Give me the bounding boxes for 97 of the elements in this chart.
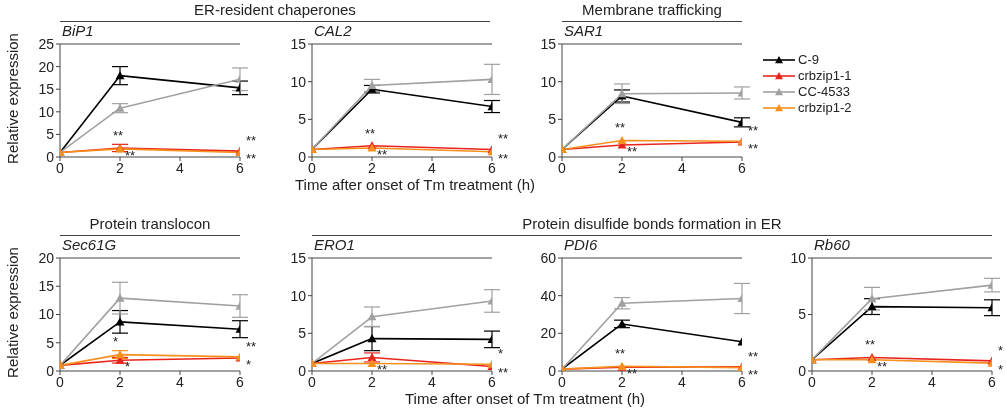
data-label: ** bbox=[125, 147, 136, 163]
x-tick-label: 6 bbox=[236, 159, 245, 176]
x-axis-title: Time after onset of Tm treatment (h) bbox=[293, 176, 537, 193]
data-label: ** bbox=[377, 146, 388, 162]
y-tick-label: 0 bbox=[46, 148, 55, 165]
y-tick-label: 20 bbox=[540, 325, 557, 342]
x-tick-label: 6 bbox=[488, 159, 497, 176]
legend-label: CC-4533 bbox=[798, 83, 851, 99]
y-axis-title: Relative expression bbox=[3, 32, 21, 166]
data-label: ** bbox=[865, 337, 876, 353]
y-tick-label: 60 bbox=[540, 249, 557, 266]
legend-label: crbzip1-2 bbox=[798, 99, 852, 115]
y-tick-label: 20 bbox=[38, 58, 55, 75]
y-tick-label: 10 bbox=[38, 103, 55, 120]
x-tick-label: 4 bbox=[678, 159, 687, 176]
chart-subtitle: Protein disulfide bonds formation in ER bbox=[312, 215, 992, 236]
data-label: * bbox=[498, 346, 504, 362]
data-label: ** bbox=[113, 127, 124, 143]
y-tick-label: 0 bbox=[548, 148, 557, 165]
data-label: ** bbox=[748, 366, 759, 382]
chart-title: Rb60 bbox=[814, 236, 850, 253]
data-label: ** bbox=[748, 140, 759, 156]
data-label: ** bbox=[498, 150, 509, 166]
y-tick-label: 15 bbox=[38, 278, 55, 295]
x-tick-label: 6 bbox=[738, 159, 747, 176]
chart-title: Sec61G bbox=[62, 236, 117, 253]
y-tick-label: 5 bbox=[298, 111, 307, 128]
chart-title: PDI6 bbox=[564, 236, 598, 253]
data-label: * bbox=[998, 362, 1004, 378]
x-tick-label: 6 bbox=[988, 373, 997, 390]
x-tick-label: 2 bbox=[116, 159, 125, 176]
y-tick-label: 20 bbox=[38, 249, 55, 266]
data-label: ** bbox=[748, 348, 759, 364]
data-label: ** bbox=[615, 120, 626, 136]
data-label: ** bbox=[377, 362, 388, 378]
y-tick-label: 25 bbox=[38, 35, 55, 52]
data-label: ** bbox=[498, 365, 509, 381]
x-tick-label: 6 bbox=[488, 373, 497, 390]
x-tick-label: 2 bbox=[618, 373, 627, 390]
x-tick-label: 6 bbox=[738, 373, 747, 390]
y-tick-label: 0 bbox=[798, 362, 807, 379]
data-label: * bbox=[125, 359, 131, 375]
x-tick-label: 6 bbox=[236, 373, 245, 390]
data-label: ** bbox=[877, 358, 888, 374]
legend-label: crbzip1-1 bbox=[798, 67, 852, 83]
x-tick-label: 2 bbox=[368, 373, 377, 390]
data-label: ** bbox=[498, 131, 509, 147]
y-tick-label: 5 bbox=[46, 126, 55, 143]
text: ER-resident chaperones bbox=[60, 1, 490, 22]
x-tick-label: 4 bbox=[428, 159, 437, 176]
data-label: ** bbox=[627, 143, 638, 159]
y-tick-label: 10 bbox=[790, 249, 807, 266]
y-tick-label: 15 bbox=[38, 81, 55, 98]
y-tick-label: 10 bbox=[540, 73, 557, 90]
y-tick-label: 0 bbox=[548, 362, 557, 379]
data-label: * bbox=[998, 342, 1004, 358]
data-label: ** bbox=[365, 125, 376, 141]
y-tick-label: 15 bbox=[290, 249, 307, 266]
chart-subtitle: Membrane trafficking bbox=[562, 1, 742, 22]
y-tick-label: 15 bbox=[290, 35, 307, 52]
y-tick-label: 5 bbox=[46, 334, 55, 351]
chart-title: BiP1 bbox=[62, 22, 94, 39]
y-tick-label: 10 bbox=[290, 287, 307, 304]
y-tick-label: 0 bbox=[298, 362, 307, 379]
chart-title: SAR1 bbox=[564, 22, 604, 39]
y-tick-label: 5 bbox=[548, 111, 557, 128]
x-tick-label: 4 bbox=[176, 159, 185, 176]
data-label: ** bbox=[748, 123, 759, 139]
y-tick-label: 5 bbox=[798, 306, 807, 323]
x-tick-label: 4 bbox=[176, 373, 185, 390]
y-tick-label: 0 bbox=[46, 362, 55, 379]
x-tick-label: 4 bbox=[428, 373, 437, 390]
data-label: ** bbox=[615, 346, 626, 362]
chart-title: ERO1 bbox=[314, 236, 355, 253]
x-tick-label: 2 bbox=[618, 159, 627, 176]
data-label: ** bbox=[627, 366, 638, 382]
chart-subtitle: Protein translocon bbox=[60, 215, 240, 236]
y-tick-label: 40 bbox=[540, 287, 557, 304]
data-label: ** bbox=[246, 151, 257, 167]
data-label: * bbox=[113, 334, 119, 350]
data-label: ** bbox=[246, 338, 257, 354]
y-tick-label: 10 bbox=[38, 306, 55, 323]
y-axis-title: Relative expression bbox=[3, 246, 21, 380]
x-tick-label: 2 bbox=[868, 373, 877, 390]
x-axis-title: Time after onset of Tm treatment (h) bbox=[403, 390, 647, 407]
data-label: ** bbox=[246, 133, 257, 149]
y-tick-label: 15 bbox=[540, 35, 557, 52]
chart-title: CAL2 bbox=[314, 22, 352, 39]
x-tick-label: 4 bbox=[928, 373, 937, 390]
x-tick-label: 2 bbox=[116, 373, 125, 390]
x-tick-label: 2 bbox=[368, 159, 377, 176]
y-tick-label: 5 bbox=[298, 325, 307, 342]
data-label: * bbox=[246, 356, 252, 372]
x-tick-label: 4 bbox=[678, 373, 687, 390]
y-tick-label: 0 bbox=[298, 148, 307, 165]
y-tick-label: 10 bbox=[290, 73, 307, 90]
legend-label: C-9 bbox=[798, 51, 819, 67]
